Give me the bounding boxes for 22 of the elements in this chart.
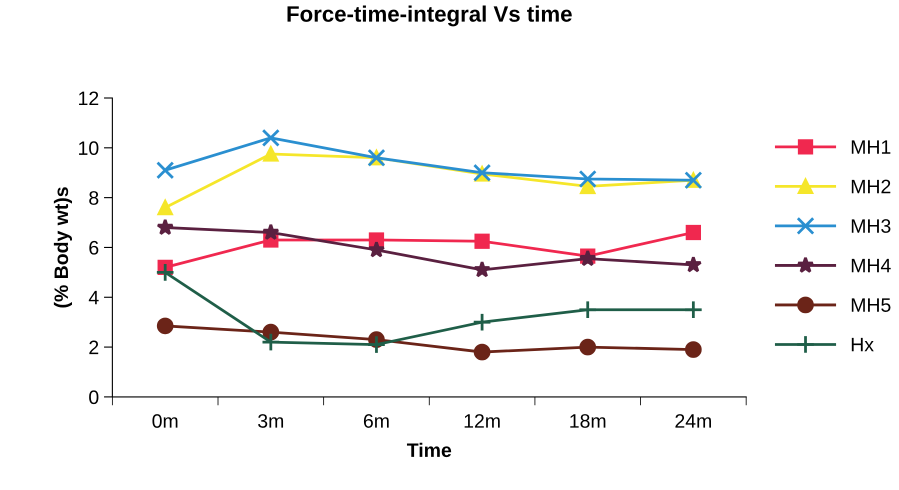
legend-label: MH1	[852, 140, 890, 154]
x-tick-label: 6m	[364, 414, 389, 428]
legend-label: MH3	[852, 219, 890, 233]
legend-label: MH2	[852, 180, 890, 194]
x-tick-label: 12m	[464, 414, 500, 428]
x-axis-title: Time	[406, 442, 452, 458]
y-tick-label: 10	[79, 141, 98, 156]
y-tick-label: 8	[89, 191, 98, 205]
legend-label: MH4	[852, 258, 891, 272]
x-tick-label: 24m	[675, 414, 711, 428]
y-tick-label: 0	[89, 390, 98, 404]
y-axis-title: (% Body wt)s	[54, 187, 72, 308]
y-tick-label: 2	[89, 340, 98, 354]
y-tick-label: 12	[79, 91, 98, 106]
x-tick-label: 3m	[258, 414, 284, 428]
x-tick-label: 18m	[570, 414, 606, 428]
legend-label: MH5	[852, 298, 890, 312]
y-tick-label: 6	[89, 240, 98, 255]
y-tick-label: 4	[88, 290, 99, 304]
chart-title: Force-time-integral Vs time	[288, 6, 572, 26]
legend-label: Hx	[852, 338, 874, 352]
x-tick-label: 0m	[152, 414, 178, 428]
